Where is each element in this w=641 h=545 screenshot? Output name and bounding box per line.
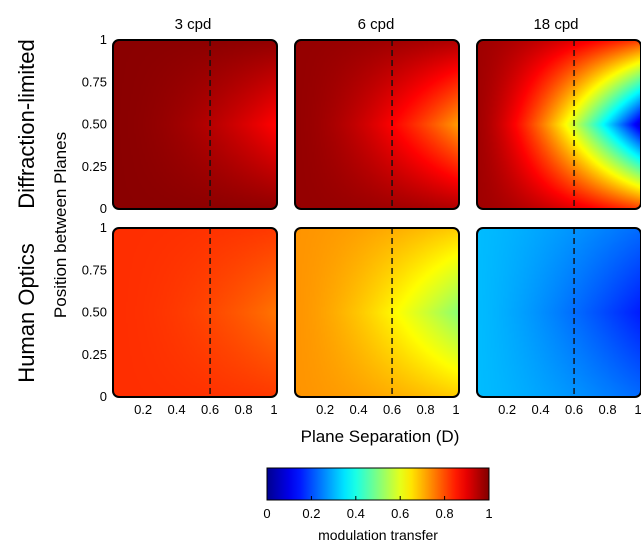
heatmap-diffraction-limited-18cpd bbox=[477, 40, 641, 209]
heatmap-human-optics-6cpd bbox=[295, 228, 459, 397]
colorbar-tick-label: 0.8 bbox=[436, 506, 454, 521]
row-label-human-optics: Human Optics bbox=[14, 243, 39, 382]
colorbar-tick-label: 0.6 bbox=[391, 506, 409, 521]
x-tick-label: 0.8 bbox=[416, 402, 434, 417]
x-tick-label: 1 bbox=[270, 402, 277, 417]
y-tick-label: 1 bbox=[100, 220, 107, 235]
heatmap-human-optics-18cpd bbox=[477, 228, 641, 397]
panel-frame-human-optics-6cpd bbox=[294, 227, 460, 398]
x-tick-label: 1 bbox=[452, 402, 459, 417]
x-tick-label: 0.8 bbox=[234, 402, 252, 417]
y-tick-label: 0 bbox=[100, 201, 107, 216]
x-tick-label: 0.2 bbox=[316, 402, 334, 417]
row-label-diffraction-limited: Diffraction-limited bbox=[14, 39, 39, 209]
panel-frame-diffraction-limited-18cpd bbox=[476, 39, 641, 210]
y-tick-label: 0.50 bbox=[82, 305, 107, 320]
y-tick-label: 1 bbox=[100, 32, 107, 47]
y-tick-label: 0.75 bbox=[82, 74, 107, 89]
colorbar-tick-label: 0.4 bbox=[347, 506, 365, 521]
column-title-18cpd: 18 cpd bbox=[533, 16, 578, 33]
x-tick-label: 1 bbox=[634, 402, 641, 417]
x-tick-label: 0.4 bbox=[168, 402, 186, 417]
y-axis-label: Position between Planes bbox=[51, 132, 70, 318]
y-tick-label: 0.25 bbox=[82, 347, 107, 362]
colorbar-tick-label: 0 bbox=[263, 506, 270, 521]
y-tick-label: 0.75 bbox=[82, 262, 107, 277]
x-tick-label: 0.6 bbox=[565, 402, 583, 417]
heatmap-diffraction-limited-6cpd bbox=[295, 40, 459, 209]
y-tick-label: 0.50 bbox=[82, 117, 107, 132]
x-tick-label: 0.4 bbox=[532, 402, 550, 417]
colorbar-tick-label: 0.2 bbox=[302, 506, 320, 521]
column-title-3cpd: 3 cpd bbox=[175, 16, 212, 33]
heatmap-panels: 0 0.25 0.50 0.75 1 0 0.25 0.50 0.75 1 0.2 0.4 0.6 0.8… bbox=[82, 32, 641, 417]
panel-frame-human-optics-18cpd bbox=[476, 227, 641, 398]
panel-frame-human-optics-3cpd bbox=[112, 227, 278, 398]
x-tick-label: 0.2 bbox=[134, 402, 152, 417]
colorbar-gradient bbox=[266, 467, 490, 501]
x-tick-label: 0.2 bbox=[498, 402, 516, 417]
x-tick-label: 0.6 bbox=[383, 402, 401, 417]
panel-frame-diffraction-limited-3cpd bbox=[112, 39, 278, 210]
x-tick-label: 0.6 bbox=[201, 402, 219, 417]
x-tick-label: 0.4 bbox=[350, 402, 368, 417]
x-axis-label: Plane Separation (D) bbox=[301, 427, 460, 446]
colorbar-tick-label: 1 bbox=[485, 506, 492, 521]
x-tick-label: 0.8 bbox=[598, 402, 616, 417]
colorbar-label: modulation transfer bbox=[318, 527, 438, 543]
column-title-6cpd: 6 cpd bbox=[358, 16, 395, 33]
y-tick-label: 0 bbox=[100, 389, 107, 404]
heatmap-diffraction-limited-3cpd bbox=[113, 40, 277, 209]
colorbar: 0 0.2 0.4 0.6 0.8 1 bbox=[263, 467, 493, 521]
y-tick-label: 0.25 bbox=[82, 159, 107, 174]
panel-frame-diffraction-limited-6cpd bbox=[294, 39, 460, 210]
heatmap-human-optics-3cpd bbox=[113, 228, 277, 397]
